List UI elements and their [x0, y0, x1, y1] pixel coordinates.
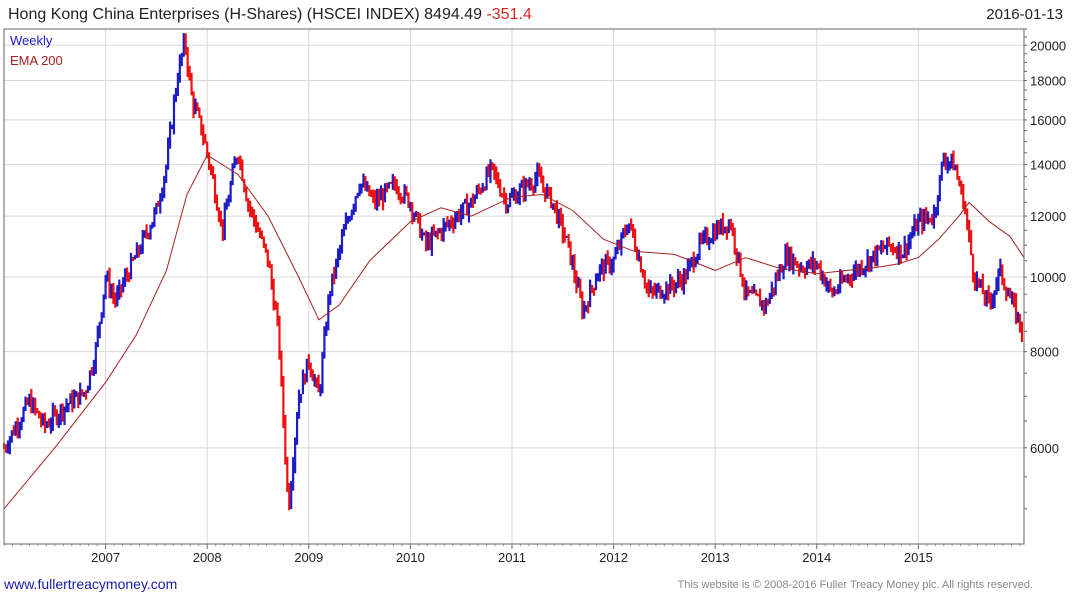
copyright-notice: This website is © 2008-2016 Fuller Treac… — [677, 579, 1033, 591]
y-tick-label: 18000 — [1030, 74, 1066, 89]
x-tick-label: 2012 — [599, 550, 628, 565]
website-link[interactable]: www.fullertreacymoney.com — [4, 576, 178, 592]
price-change: -351.4 — [486, 6, 532, 23]
y-tick-label: 16000 — [1030, 113, 1066, 128]
title-text: Hong Kong China Enterprises (H-Shares) (… — [8, 6, 482, 23]
weekly-price-bars — [2, 33, 1023, 511]
x-tick-label: 2013 — [701, 550, 730, 565]
x-axis: 2007 2008 2009 2010 2011 2012 2013 2014 2015 — [3, 544, 1021, 565]
chart-title: Hong Kong China Enterprises (H-Shares) (… — [8, 6, 532, 24]
price-chart: 2007 2008 2009 2010 2011 2012 2013 2014 2015 600… — [2, 28, 1066, 565]
x-tick-label: 2010 — [396, 550, 425, 565]
y-tick-label: 14000 — [1030, 158, 1066, 173]
x-tick-label: 2009 — [294, 550, 323, 565]
y-tick-label: 6000 — [1030, 441, 1059, 456]
x-tick-label: 2011 — [498, 550, 526, 565]
plot-frame — [3, 28, 1025, 545]
y-axis: 6000 8000 10000 12000 14000 16000 18000 20000 — [1024, 28, 1066, 510]
legend-ema: EMA 200 — [10, 53, 63, 68]
y-tick-label: 20000 — [1030, 38, 1066, 53]
legend-weekly: Weekly — [10, 33, 53, 48]
x-tick-label: 2008 — [193, 550, 222, 565]
grid-lines — [4, 29, 1024, 544]
y-tick-label: 10000 — [1030, 270, 1066, 285]
x-tick-label: 2015 — [904, 550, 933, 565]
y-tick-label: 8000 — [1030, 345, 1059, 360]
x-tick-label: 2014 — [802, 550, 831, 565]
chart-date: 2016-01-13 — [986, 6, 1063, 23]
ema-200-line — [3, 154, 1025, 510]
y-tick-label: 12000 — [1030, 209, 1066, 224]
x-tick-label: 2007 — [91, 550, 120, 565]
